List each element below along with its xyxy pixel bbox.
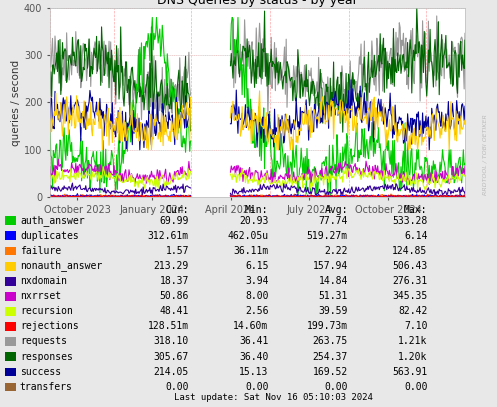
Text: 124.85: 124.85: [392, 246, 427, 256]
Text: 39.59: 39.59: [319, 306, 348, 316]
Text: nxdomain: nxdomain: [20, 276, 67, 286]
Text: 36.11m: 36.11m: [233, 246, 268, 256]
Text: 0.00: 0.00: [325, 382, 348, 392]
Text: 51.31: 51.31: [319, 291, 348, 301]
Bar: [5, 292, 16, 301]
Text: 157.94: 157.94: [313, 261, 348, 271]
Text: requests: requests: [20, 337, 67, 346]
Text: RRDTOOL / TOBI OETIKER: RRDTOOL / TOBI OETIKER: [482, 114, 487, 195]
Text: rejections: rejections: [20, 322, 79, 331]
Text: 506.43: 506.43: [392, 261, 427, 271]
Text: 1.20k: 1.20k: [398, 352, 427, 361]
Text: 1.57: 1.57: [166, 246, 189, 256]
Text: 82.42: 82.42: [398, 306, 427, 316]
Text: 20.93: 20.93: [239, 216, 268, 225]
Text: 318.10: 318.10: [154, 337, 189, 346]
Bar: [5, 337, 16, 346]
Text: 1.21k: 1.21k: [398, 337, 427, 346]
Text: responses: responses: [20, 352, 73, 361]
Text: 0.00: 0.00: [404, 382, 427, 392]
Text: 128.51m: 128.51m: [148, 322, 189, 331]
Title: DNS Queries by status - by year: DNS Queries by status - by year: [157, 0, 358, 7]
Bar: [5, 216, 16, 225]
Text: Max:: Max:: [404, 206, 427, 215]
Bar: [5, 232, 16, 240]
Text: 276.31: 276.31: [392, 276, 427, 286]
Text: Avg:: Avg:: [325, 206, 348, 215]
Text: Min:: Min:: [245, 206, 268, 215]
Text: transfers: transfers: [20, 382, 73, 392]
Text: 14.84: 14.84: [319, 276, 348, 286]
Text: 7.10: 7.10: [404, 322, 427, 331]
Text: failure: failure: [20, 246, 61, 256]
Text: 263.75: 263.75: [313, 337, 348, 346]
Text: 6.15: 6.15: [245, 261, 268, 271]
Text: 36.40: 36.40: [239, 352, 268, 361]
Text: 519.27m: 519.27m: [307, 231, 348, 241]
Bar: [5, 368, 16, 376]
Bar: [5, 383, 16, 392]
Text: Last update: Sat Nov 16 05:10:03 2024: Last update: Sat Nov 16 05:10:03 2024: [174, 393, 373, 402]
Text: 199.73m: 199.73m: [307, 322, 348, 331]
Bar: [5, 277, 16, 286]
Text: 2.56: 2.56: [245, 306, 268, 316]
Text: 14.60m: 14.60m: [233, 322, 268, 331]
Text: 3.94: 3.94: [245, 276, 268, 286]
Text: 254.37: 254.37: [313, 352, 348, 361]
Text: 533.28: 533.28: [392, 216, 427, 225]
Text: 312.61m: 312.61m: [148, 231, 189, 241]
Text: 213.29: 213.29: [154, 261, 189, 271]
Bar: [5, 307, 16, 316]
Text: 36.41: 36.41: [239, 337, 268, 346]
Text: 462.05u: 462.05u: [227, 231, 268, 241]
Y-axis label: queries / second: queries / second: [11, 59, 21, 146]
Bar: [5, 322, 16, 331]
Text: 18.37: 18.37: [160, 276, 189, 286]
Bar: [5, 262, 16, 271]
Text: 69.99: 69.99: [160, 216, 189, 225]
Text: duplicates: duplicates: [20, 231, 79, 241]
Text: 345.35: 345.35: [392, 291, 427, 301]
Text: 0.00: 0.00: [166, 382, 189, 392]
Text: recursion: recursion: [20, 306, 73, 316]
Text: 305.67: 305.67: [154, 352, 189, 361]
Text: Cur:: Cur:: [166, 206, 189, 215]
Text: 48.41: 48.41: [160, 306, 189, 316]
Bar: [5, 247, 16, 255]
Text: 15.13: 15.13: [239, 367, 268, 377]
Text: 50.86: 50.86: [160, 291, 189, 301]
Text: success: success: [20, 367, 61, 377]
Bar: [5, 352, 16, 361]
Text: 214.05: 214.05: [154, 367, 189, 377]
Text: nxrrset: nxrrset: [20, 291, 61, 301]
Text: 0.00: 0.00: [245, 382, 268, 392]
Text: auth_answer: auth_answer: [20, 215, 84, 226]
Text: 8.00: 8.00: [245, 291, 268, 301]
Text: nonauth_answer: nonauth_answer: [20, 260, 102, 271]
Text: 169.52: 169.52: [313, 367, 348, 377]
Text: 77.74: 77.74: [319, 216, 348, 225]
Text: 6.14: 6.14: [404, 231, 427, 241]
Text: 563.91: 563.91: [392, 367, 427, 377]
Text: 2.22: 2.22: [325, 246, 348, 256]
